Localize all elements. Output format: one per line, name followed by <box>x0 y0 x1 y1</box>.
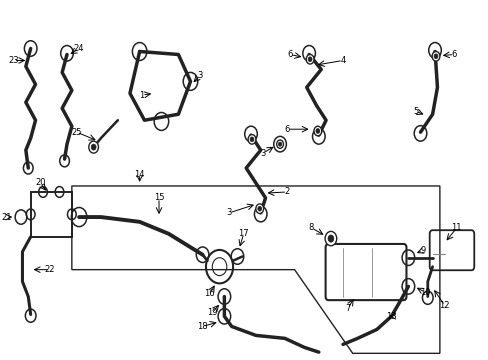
Text: 20: 20 <box>35 179 45 188</box>
Circle shape <box>431 51 439 61</box>
Text: 16: 16 <box>204 289 215 298</box>
Text: 19: 19 <box>206 308 217 317</box>
Text: 2: 2 <box>284 188 289 197</box>
Circle shape <box>433 54 437 59</box>
Circle shape <box>313 126 321 136</box>
Text: 5: 5 <box>412 107 417 116</box>
Circle shape <box>276 140 283 148</box>
Circle shape <box>325 231 336 246</box>
Text: 6: 6 <box>284 125 289 134</box>
Circle shape <box>327 235 333 242</box>
Text: 13: 13 <box>386 312 396 321</box>
Text: 22: 22 <box>45 265 55 274</box>
Text: 21: 21 <box>1 212 12 221</box>
Text: 14: 14 <box>134 170 144 179</box>
Text: 15: 15 <box>153 193 164 202</box>
Circle shape <box>89 141 98 153</box>
Text: 3: 3 <box>226 208 231 217</box>
Circle shape <box>257 206 261 211</box>
Text: 23: 23 <box>8 56 19 65</box>
Text: 18: 18 <box>197 322 207 331</box>
Text: 6: 6 <box>451 50 456 59</box>
Text: 17: 17 <box>238 229 248 238</box>
Text: 3: 3 <box>260 149 265 158</box>
Circle shape <box>249 137 253 142</box>
Text: 8: 8 <box>308 223 314 232</box>
Circle shape <box>278 142 281 146</box>
Text: 3: 3 <box>197 71 203 80</box>
Circle shape <box>255 204 263 213</box>
Circle shape <box>247 135 255 144</box>
Text: 25: 25 <box>71 128 82 137</box>
Bar <box>31 192 72 237</box>
Text: 4: 4 <box>340 56 345 65</box>
Text: 10: 10 <box>419 288 430 297</box>
Circle shape <box>307 57 311 62</box>
Text: 24: 24 <box>74 44 84 53</box>
Circle shape <box>315 129 319 134</box>
Text: 7: 7 <box>345 304 350 313</box>
Circle shape <box>305 54 313 64</box>
Text: 1: 1 <box>139 91 144 100</box>
Text: 6: 6 <box>286 50 292 59</box>
Text: 9: 9 <box>420 246 425 255</box>
Text: 12: 12 <box>439 301 449 310</box>
Circle shape <box>91 144 96 150</box>
Text: 11: 11 <box>450 223 461 232</box>
